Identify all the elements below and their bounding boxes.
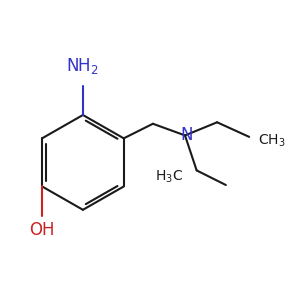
Text: CH$_3$: CH$_3$ (258, 133, 286, 149)
Text: NH$_2$: NH$_2$ (66, 56, 99, 76)
Text: H$_3$C: H$_3$C (155, 169, 184, 185)
Text: N: N (180, 125, 192, 143)
Text: OH: OH (29, 221, 55, 239)
